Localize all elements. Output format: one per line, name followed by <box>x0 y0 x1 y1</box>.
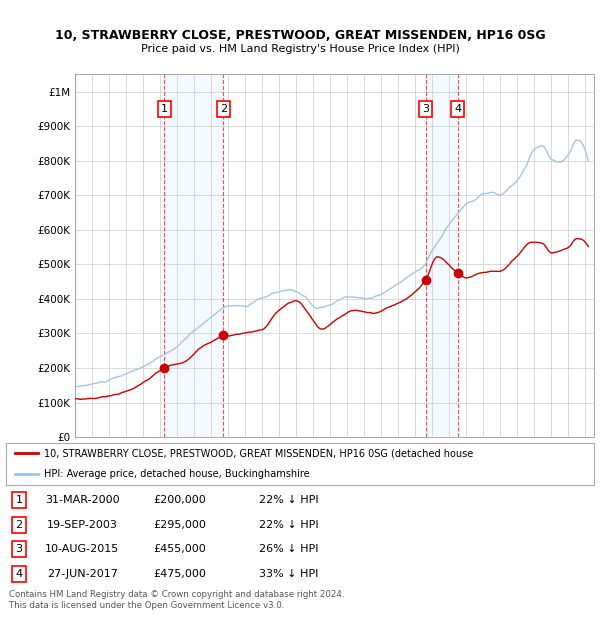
Text: HPI: Average price, detached house, Buckinghamshire: HPI: Average price, detached house, Buck… <box>44 469 310 479</box>
Text: £295,000: £295,000 <box>153 520 206 529</box>
Text: 10, STRAWBERRY CLOSE, PRESTWOOD, GREAT MISSENDEN, HP16 0SG (detached house: 10, STRAWBERRY CLOSE, PRESTWOOD, GREAT M… <box>44 448 473 458</box>
Text: 33% ↓ HPI: 33% ↓ HPI <box>259 569 318 578</box>
Text: 3: 3 <box>16 544 22 554</box>
Text: £200,000: £200,000 <box>153 495 206 505</box>
FancyBboxPatch shape <box>6 443 594 485</box>
Text: 2: 2 <box>220 104 227 114</box>
Text: Price paid vs. HM Land Registry's House Price Index (HPI): Price paid vs. HM Land Registry's House … <box>140 44 460 54</box>
Bar <box>164 74 223 437</box>
Text: 4: 4 <box>16 569 22 578</box>
Text: 4: 4 <box>454 104 461 114</box>
Bar <box>426 74 458 437</box>
Text: 1: 1 <box>161 104 168 114</box>
Text: 22% ↓ HPI: 22% ↓ HPI <box>259 495 319 505</box>
Text: 19-SEP-2003: 19-SEP-2003 <box>47 520 118 529</box>
Text: Contains HM Land Registry data © Crown copyright and database right 2024.
This d: Contains HM Land Registry data © Crown c… <box>9 590 344 609</box>
Text: 3: 3 <box>422 104 429 114</box>
Text: 31-MAR-2000: 31-MAR-2000 <box>45 495 120 505</box>
Text: 2: 2 <box>16 520 22 529</box>
Text: £455,000: £455,000 <box>153 544 206 554</box>
Text: 10, STRAWBERRY CLOSE, PRESTWOOD, GREAT MISSENDEN, HP16 0SG: 10, STRAWBERRY CLOSE, PRESTWOOD, GREAT M… <box>55 30 545 42</box>
Text: 26% ↓ HPI: 26% ↓ HPI <box>259 544 319 554</box>
Text: £475,000: £475,000 <box>153 569 206 578</box>
Text: 27-JUN-2017: 27-JUN-2017 <box>47 569 118 578</box>
Text: 1: 1 <box>16 495 22 505</box>
Text: 22% ↓ HPI: 22% ↓ HPI <box>259 520 319 529</box>
Text: 10-AUG-2015: 10-AUG-2015 <box>46 544 119 554</box>
